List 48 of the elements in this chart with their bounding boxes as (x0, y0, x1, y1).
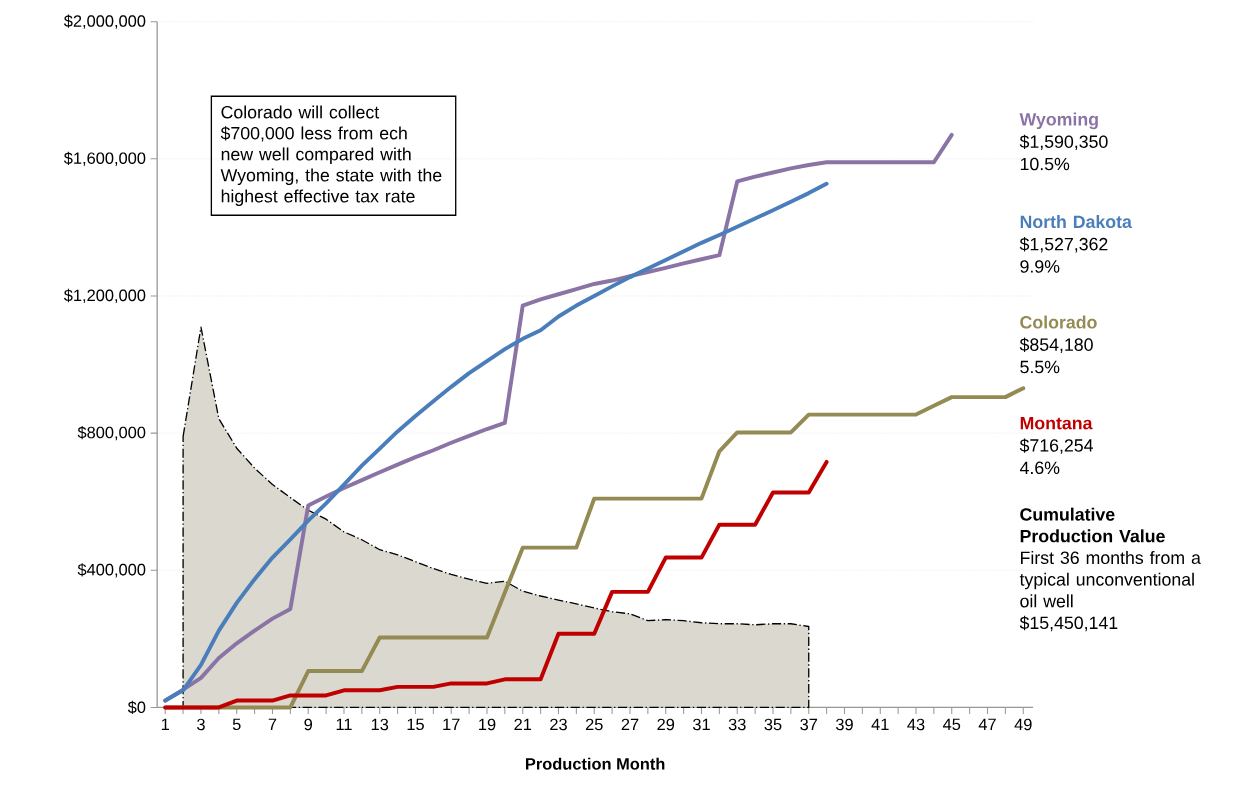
annotation: 5.5% (1020, 360, 1060, 374)
annotation: Cumulative Production Value (1020, 507, 1165, 543)
annotation: $1,527,362 (1019, 237, 1108, 253)
x-tick-label: 49 (1014, 718, 1032, 731)
annotation: 4.6% (1019, 461, 1060, 474)
annotation: $854,180 (1019, 337, 1093, 353)
y-tick-label: $800,000 (77, 425, 146, 441)
x-tick-label: 39 (835, 718, 853, 731)
x-tick-label: 45 (942, 718, 961, 730)
x-tick-label: 37 (800, 718, 818, 731)
x-tick-label: 21 (514, 718, 532, 731)
x-tick-label: 5 (232, 718, 241, 730)
x-tick-label: 31 (692, 718, 710, 731)
annotation: 10.5% (1020, 157, 1070, 171)
x-tick-label: 17 (443, 718, 460, 730)
x-tick-label: 9 (304, 718, 313, 731)
y-tick-label: $1,600,000 (63, 151, 146, 166)
y-tick-label: $0 (127, 700, 146, 714)
annotation: 9.9% (1020, 260, 1060, 273)
x-tick-label: 47 (978, 718, 996, 730)
x-tick-label: 11 (336, 718, 352, 730)
y-tick-label: $2,000,000 (63, 14, 146, 29)
text: Wyoming (1019, 112, 1098, 130)
x-tick-label: 13 (371, 718, 389, 731)
annotation: $15,450,141 (1019, 615, 1118, 632)
x-tick-label: 1 (161, 718, 169, 730)
x-tick-label: 35 (764, 718, 782, 731)
text: Montana (1020, 416, 1093, 430)
annotation: $716,254 (1019, 438, 1093, 454)
y-tick-label: $400,000 (77, 563, 146, 578)
x-tick-label: 19 (479, 718, 496, 731)
x-tick-label: 27 (621, 718, 639, 731)
x-tick-label: 43 (907, 718, 925, 731)
annotation: $1,590,350 (1019, 134, 1108, 150)
annotation: Colorado will collect $700,000 less from ech new well compared with Wyoming, the state with the highest effective tax rate (220, 105, 442, 206)
x-tick-label: 3 (197, 718, 205, 731)
x-axis-title: Production Month (525, 757, 665, 770)
x-tick-label: 23 (550, 718, 567, 731)
y-tick-label: $1,200,000 (63, 288, 146, 304)
text: Colorado (1020, 315, 1097, 329)
text: North Dakota (1020, 214, 1132, 228)
x-tick-label: 41 (871, 718, 889, 730)
x-tick-label: 33 (728, 718, 746, 731)
x-tick-label: 25 (585, 718, 603, 731)
x-tick-label: 7 (268, 718, 277, 730)
annotation: First 36 months from a typical unconventional oil well (1019, 550, 1201, 608)
x-tick-label: 15 (407, 718, 424, 730)
x-tick-label: 29 (657, 718, 675, 731)
